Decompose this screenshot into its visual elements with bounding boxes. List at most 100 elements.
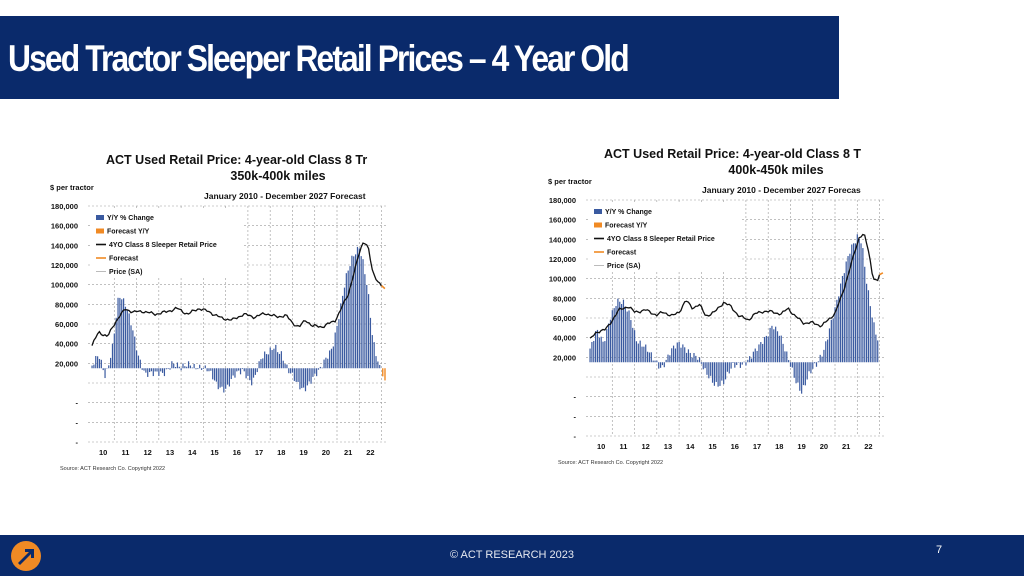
yoy-bar bbox=[187, 361, 190, 369]
yoy-bar bbox=[351, 255, 353, 369]
yoy-bar bbox=[873, 322, 875, 363]
x-tick-label: 15 bbox=[210, 448, 218, 457]
yoy-bar bbox=[343, 287, 346, 369]
yoy-bar bbox=[143, 368, 145, 371]
yoy-bar bbox=[606, 329, 608, 363]
y-axis-unit-label: $ per tractor bbox=[548, 177, 592, 186]
yoy-bar bbox=[215, 368, 218, 382]
y-tick-label: 20,000 bbox=[553, 353, 576, 362]
yoy-bar bbox=[117, 297, 119, 369]
yoy-bar bbox=[828, 328, 831, 363]
yoy-bar bbox=[734, 362, 736, 368]
yoy-bar bbox=[206, 368, 208, 372]
yoy-bar bbox=[137, 355, 140, 369]
yoy-bar bbox=[308, 368, 310, 382]
yoy-bar bbox=[134, 336, 136, 369]
yoy-bar bbox=[184, 366, 186, 369]
yoy-bar bbox=[111, 343, 114, 369]
yoy-bar bbox=[221, 368, 223, 387]
page-number: 7 bbox=[936, 544, 943, 556]
yoy-bar bbox=[658, 362, 660, 369]
yoy-bar bbox=[745, 362, 747, 366]
yoy-bar bbox=[269, 347, 271, 369]
yoy-bar bbox=[319, 366, 321, 369]
yoy-bar bbox=[752, 351, 754, 363]
yoy-bar bbox=[173, 363, 175, 369]
yoy-bar bbox=[171, 361, 173, 369]
yoy-bar bbox=[330, 348, 333, 369]
yoy-bar bbox=[284, 364, 286, 369]
yoy-bar bbox=[739, 362, 741, 368]
yoy-bar bbox=[624, 306, 626, 363]
yoy-bar bbox=[163, 368, 166, 377]
yoy-bar bbox=[210, 368, 212, 371]
yoy-bar bbox=[291, 368, 294, 373]
yoy-bar bbox=[306, 368, 308, 386]
legend-label: Y/Y % Change bbox=[107, 215, 154, 222]
source-note: Source: ACT Research Co. Copyright 2022 bbox=[558, 460, 663, 466]
yoy-bar bbox=[256, 368, 258, 373]
chart-subtitle: 400k-450k miles bbox=[728, 163, 823, 177]
yoy-bar bbox=[860, 243, 862, 363]
legend-label: Y/Y % Change bbox=[605, 209, 652, 216]
yoy-bar bbox=[593, 340, 595, 363]
yoy-bar bbox=[866, 283, 868, 363]
yoy-bar bbox=[204, 365, 206, 369]
yoy-bar bbox=[669, 355, 671, 363]
yoy-bar bbox=[654, 360, 656, 363]
y-tick-label: 20,000 bbox=[55, 359, 78, 368]
yoy-bar bbox=[789, 362, 792, 367]
yoy-bar bbox=[635, 341, 638, 363]
yoy-bar bbox=[232, 368, 234, 376]
yoy-bar bbox=[316, 368, 318, 377]
yoy-bar bbox=[199, 364, 201, 369]
yoy-bar bbox=[260, 359, 262, 369]
yoy-bar bbox=[277, 352, 279, 369]
legend-label: Forecast Y/Y bbox=[107, 229, 150, 236]
y-tick-label: 60,000 bbox=[553, 314, 576, 323]
yoy-bar bbox=[110, 357, 112, 369]
yoy-bar bbox=[160, 368, 162, 372]
y-tick-label: 180,000 bbox=[51, 202, 78, 211]
yoy-bar bbox=[672, 345, 675, 363]
x-tick-label: 18 bbox=[277, 448, 285, 457]
yoy-bar bbox=[819, 354, 821, 363]
yoy-bar bbox=[225, 368, 227, 389]
yoy-bar bbox=[788, 360, 790, 363]
yoy-bar bbox=[182, 363, 184, 369]
yoy-bar bbox=[697, 359, 699, 363]
x-tick-label: 21 bbox=[344, 448, 352, 457]
yoy-bar bbox=[663, 362, 665, 368]
yoy-bar bbox=[608, 323, 610, 363]
yoy-bar bbox=[299, 368, 301, 390]
y-tick-label: - bbox=[574, 412, 577, 421]
chart-350k-400k: ACT Used Retail Price: 4-year-old Class … bbox=[40, 150, 400, 480]
legend-label: 4YO Class 8 Sleeper Retail Price bbox=[109, 242, 217, 249]
yoy-bar bbox=[808, 362, 810, 372]
yoy-bar bbox=[104, 368, 106, 379]
yoy-bar bbox=[360, 256, 362, 369]
x-tick-label: 21 bbox=[842, 442, 850, 451]
yoy-bar bbox=[821, 356, 823, 363]
yoy-bar bbox=[303, 368, 305, 388]
yoy-bar bbox=[795, 362, 797, 384]
forecast-yoy-bar bbox=[382, 368, 384, 377]
yoy-bar bbox=[687, 349, 690, 363]
yoy-bar bbox=[756, 350, 758, 363]
yoy-bar bbox=[301, 368, 303, 389]
yoy-bar bbox=[786, 351, 788, 363]
yoy-bar bbox=[265, 354, 268, 369]
yoy-bar bbox=[191, 367, 193, 369]
yoy-bar bbox=[604, 341, 606, 363]
yoy-bar bbox=[749, 356, 751, 363]
yoy-bar bbox=[732, 362, 734, 363]
yoy-bar bbox=[682, 344, 684, 363]
x-tick-label: 12 bbox=[144, 448, 152, 457]
legend-swatch-yoy bbox=[594, 209, 602, 214]
copyright-text: © ACT RESEARCH 2023 bbox=[449, 549, 575, 561]
yoy-bar bbox=[684, 347, 686, 363]
yoy-bar bbox=[747, 359, 749, 363]
yoy-bar bbox=[93, 364, 95, 369]
yoy-bar bbox=[377, 361, 379, 369]
legend-label: Price (SA) bbox=[109, 269, 142, 276]
